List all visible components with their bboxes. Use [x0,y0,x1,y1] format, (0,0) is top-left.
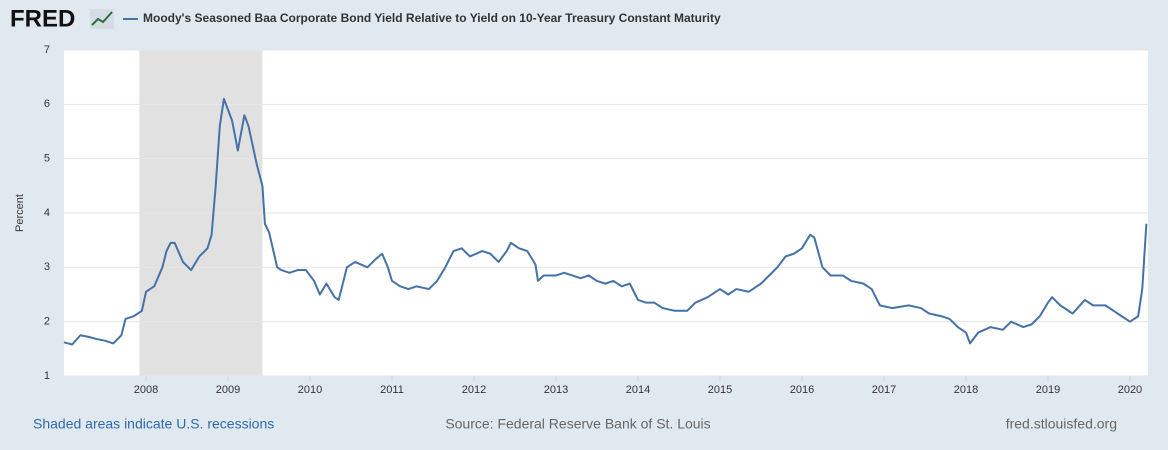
x-tick-label: 2012 [462,384,486,396]
x-tick-label: 2016 [790,384,814,396]
y-tick-label: 2 [44,316,50,328]
y-tick-label: 6 [44,98,50,110]
source: Source: Federal Reserve Bank of St. Loui… [445,416,710,432]
x-tick-label: 2008 [134,384,158,396]
legend-label: Moody's Seasoned Baa Corporate Bond Yiel… [143,11,721,25]
y-tick-label: 3 [44,261,50,273]
logo[interactable]: FRED [10,5,75,32]
x-tick-label: 2009 [216,384,240,396]
y-tick-label: 7 [44,44,50,56]
site[interactable]: fred.stlouisfed.org [1006,416,1117,432]
recession-note[interactable]: Shaded areas indicate U.S. recessions [33,416,274,432]
x-tick-label: 2017 [872,384,896,396]
x-tick-label: 2010 [298,384,322,396]
x-tick-label: 2011 [380,384,404,396]
logo-icon [90,9,114,29]
x-tick-label: 2014 [626,384,650,396]
x-tick-label: 2019 [1036,384,1060,396]
y-tick-label: 4 [44,207,50,219]
x-tick-label: 2015 [708,384,732,396]
data-line [63,97,1148,346]
y-axis-label: Percent [14,194,26,232]
x-tick-label: 2020 [1118,384,1142,396]
y-tick-label: 1 [44,370,50,382]
x-tick-label: 2018 [954,384,978,396]
x-tick-label: 2013 [544,384,568,396]
y-tick-label: 5 [44,153,50,165]
